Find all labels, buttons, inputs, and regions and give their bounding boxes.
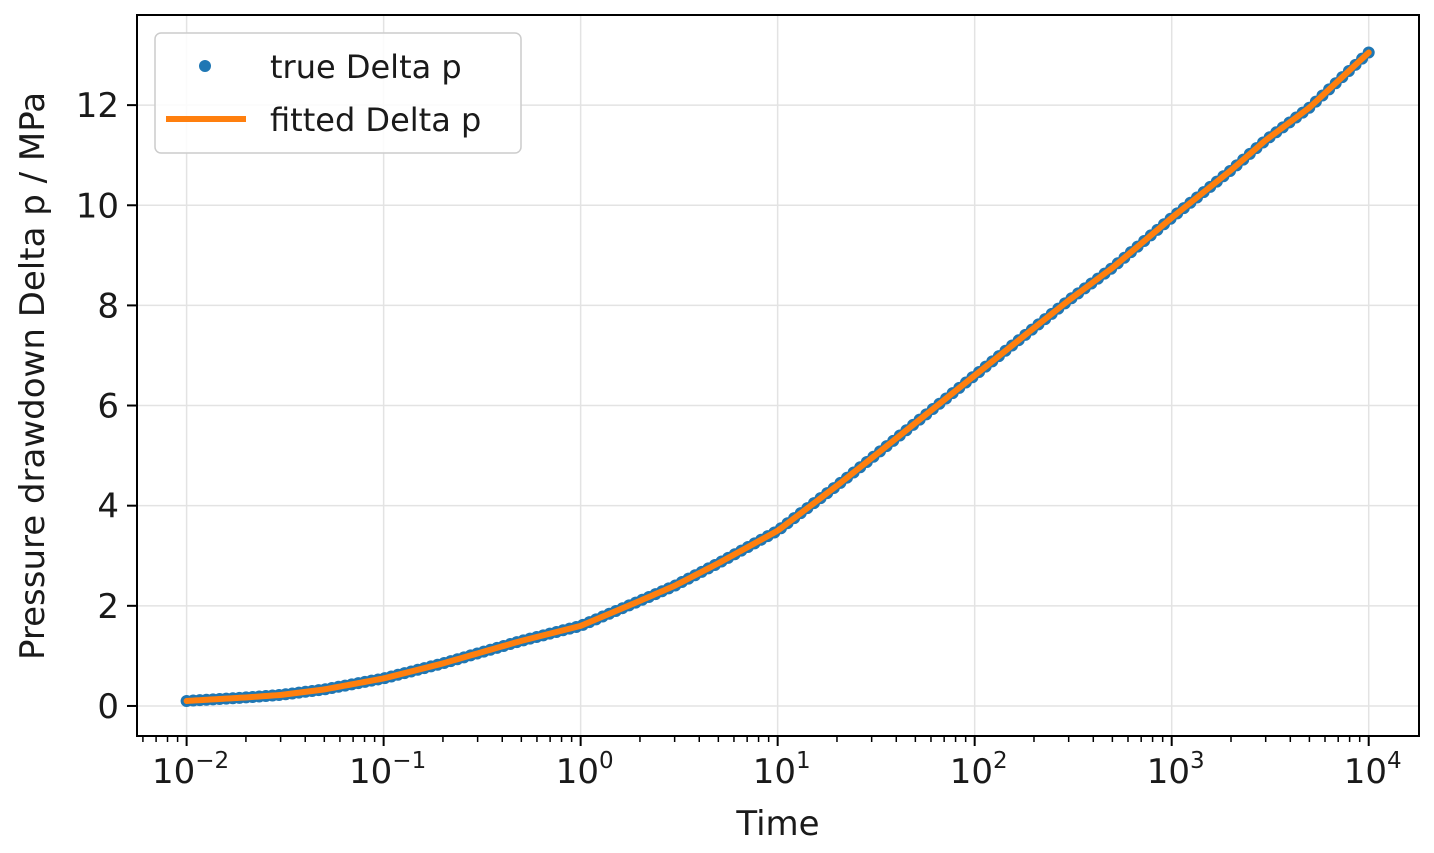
legend-label-true: true Delta p <box>270 48 462 86</box>
x-tick-label: 10−2 <box>152 748 229 792</box>
y-axis-label: Pressure drawdown Delta p / MPa <box>13 92 53 660</box>
y-tick-label: 8 <box>97 286 119 326</box>
x-tick-label: 10−1 <box>349 748 426 792</box>
x-tick-label: 101 <box>753 748 811 792</box>
data-layer <box>180 46 1375 707</box>
legend-label-fitted: fitted Delta p <box>270 101 481 139</box>
x-axis-label: Time <box>735 804 819 844</box>
grid <box>137 15 1419 736</box>
ticks: 10−2 10−1 100 101 102 103 104 0 2 4 6 8 10 12 <box>76 86 1402 792</box>
fitted-delta-p-line <box>183 49 1372 704</box>
legend-box <box>154 32 522 154</box>
x-tick-label: 104 <box>1344 748 1402 792</box>
x-tick-label: 100 <box>556 748 614 792</box>
legend: true Delta p fitted Delta p <box>154 32 522 154</box>
x-tick-label: 102 <box>950 748 1008 792</box>
y-tick-label: 6 <box>97 387 119 427</box>
x-tick-label: 103 <box>1147 748 1205 792</box>
y-tick-label: 4 <box>97 487 119 527</box>
y-tick-label: 0 <box>97 687 119 727</box>
y-tick-label: 2 <box>97 587 119 627</box>
y-tick-label: 12 <box>76 86 119 126</box>
y-tick-label: 10 <box>76 186 119 226</box>
legend-marker-true <box>199 60 211 72</box>
